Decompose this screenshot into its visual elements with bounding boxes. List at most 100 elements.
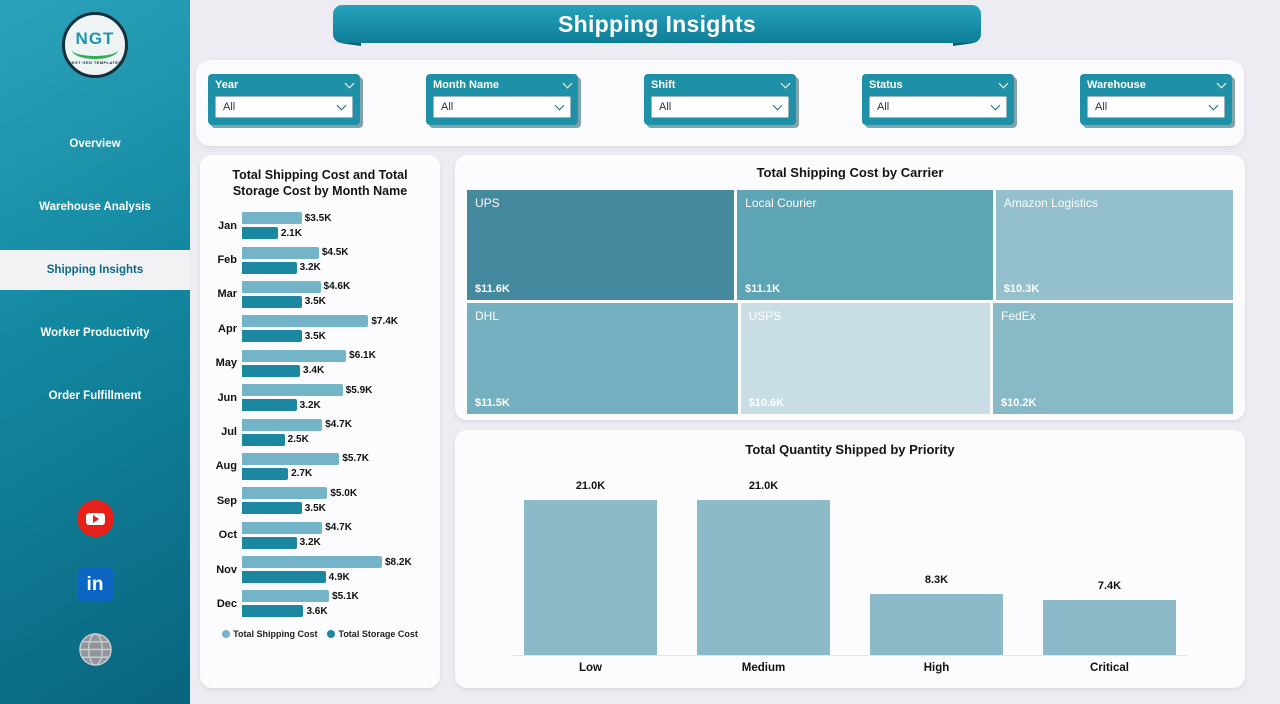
- shipping-cost-bar[interactable]: [242, 384, 343, 397]
- shipping-cost-value: $4.6K: [323, 281, 351, 293]
- carrier-name: USPS: [748, 309, 782, 324]
- carrier-value: $10.3K: [1003, 283, 1040, 296]
- chevron-down-icon: [336, 100, 347, 111]
- filter-status-select[interactable]: All: [869, 96, 1007, 118]
- legend-label-storage: Total Storage Cost: [338, 629, 418, 640]
- storage-cost-value: 3.5K: [304, 330, 326, 342]
- priority-bar[interactable]: [524, 499, 657, 655]
- filter-month-name-select[interactable]: All: [433, 96, 571, 118]
- storage-cost-bar[interactable]: [242, 227, 278, 240]
- storage-cost-bar[interactable]: [242, 433, 285, 446]
- chevron-down-icon: [1208, 100, 1219, 111]
- storage-cost-bar[interactable]: [242, 399, 297, 412]
- storage-cost-bar[interactable]: [242, 571, 326, 584]
- month-label: Dec: [216, 597, 237, 610]
- shipping-cost-bar[interactable]: [242, 590, 330, 603]
- priority-category-high: High: [923, 661, 950, 674]
- sidebar-item-overview[interactable]: Overview: [0, 124, 190, 164]
- filter-shift: Shift All: [644, 74, 796, 125]
- chevron-down-icon: [1216, 78, 1227, 89]
- priority-bar[interactable]: [697, 499, 830, 655]
- treemap-cell-amazon-logistics[interactable]: Amazon Logistics $10.3K: [995, 189, 1234, 301]
- legend-item-storage[interactable]: Total Storage Cost: [327, 629, 418, 640]
- shipping-cost-value: $4.7K: [325, 419, 352, 431]
- month-label: Mar: [217, 288, 237, 301]
- month-row-sep: Sep $5.0K 3.5K: [210, 484, 430, 518]
- shipping-cost-bar[interactable]: [242, 349, 347, 362]
- treemap-cell-dhl[interactable]: DHL $11.5K: [467, 303, 738, 414]
- website-globe-icon[interactable]: [78, 632, 113, 667]
- storage-cost-bar[interactable]: [242, 330, 302, 343]
- chevron-down-icon: [780, 78, 791, 89]
- treemap-cell-local-courier[interactable]: Local Courier $11.1K: [737, 189, 993, 301]
- priority-column-high: 8.3K: [870, 574, 1003, 655]
- filter-month-name-header[interactable]: Month Name: [433, 78, 573, 91]
- storage-cost-bar[interactable]: [242, 364, 301, 377]
- filter-value: All: [659, 101, 672, 113]
- treemap-cell-ups[interactable]: UPS $11.6K: [467, 189, 735, 301]
- filter-year-select[interactable]: All: [215, 96, 353, 118]
- month-label: Aug: [215, 460, 237, 473]
- shipping-cost-bar[interactable]: [242, 246, 319, 259]
- sidebar-nav: Overview Warehouse Analysis Shipping Insig…: [0, 124, 190, 439]
- shipping-cost-bar[interactable]: [242, 487, 328, 500]
- storage-cost-bar[interactable]: [242, 502, 302, 515]
- month-bars: $4.7K 3.2K: [242, 520, 430, 550]
- month-bars: $6.1K 3.4K: [242, 348, 430, 378]
- priority-category-medium: Medium: [741, 661, 786, 674]
- month-bars: $5.7K 2.7K: [242, 451, 430, 481]
- filter-warehouse-header[interactable]: Warehouse: [1087, 78, 1227, 91]
- storage-cost-bar[interactable]: [242, 261, 297, 274]
- sidebar-item-label: Shipping Insights: [46, 264, 144, 276]
- filter-shift-select[interactable]: All: [651, 96, 789, 118]
- filter-status-header[interactable]: Status: [869, 78, 1009, 91]
- sidebar-item-worker-productivity[interactable]: Worker Productivity: [0, 313, 190, 353]
- storage-cost-bar[interactable]: [242, 536, 297, 549]
- filter-label: Shift: [651, 79, 676, 91]
- sidebar-item-order-fulfillment[interactable]: Order Fulfillment: [0, 376, 190, 416]
- storage-cost-value: 2.7K: [291, 468, 313, 480]
- storage-cost-value: 3.2K: [299, 399, 321, 411]
- filter-shift-header[interactable]: Shift: [651, 78, 791, 91]
- filter-label: Warehouse: [1087, 79, 1146, 91]
- priority-bar[interactable]: [1043, 600, 1176, 655]
- month-bars: $5.9K 3.2K: [242, 383, 430, 413]
- shipping-cost-bar[interactable]: [242, 212, 302, 225]
- storage-cost-bar[interactable]: [242, 467, 289, 480]
- treemap-cell-usps[interactable]: USPS $10.6K: [740, 303, 990, 414]
- month-label: Feb: [217, 254, 237, 267]
- filter-label: Month Name: [433, 79, 499, 91]
- sidebar-item-shipping-insights[interactable]: Shipping Insights: [0, 250, 190, 290]
- shipping-cost-bar[interactable]: [242, 280, 321, 293]
- storage-cost-bar[interactable]: [242, 295, 302, 308]
- treemap-row-0: UPS $11.6K Local Courier $11.1K Amazon Logis…: [467, 189, 1234, 301]
- filter-warehouse-select[interactable]: All: [1087, 96, 1225, 118]
- youtube-icon[interactable]: [76, 500, 114, 537]
- shipping-cost-bar[interactable]: [242, 452, 340, 465]
- month-bars: $4.5K 3.2K: [242, 245, 430, 275]
- shipping-cost-bar[interactable]: [242, 315, 369, 328]
- legend-label-shipping: Total Shipping Cost: [233, 629, 318, 640]
- priority-category-critical: Critical: [1090, 661, 1129, 674]
- filter-warehouse: Warehouse All: [1080, 74, 1232, 125]
- storage-cost-bar[interactable]: [242, 605, 304, 618]
- chevron-down-icon: [772, 100, 783, 111]
- filter-year-header[interactable]: Year: [215, 78, 355, 91]
- linkedin-icon[interactable]: in: [77, 567, 113, 602]
- chevron-down-icon: [990, 100, 1001, 111]
- shipping-cost-value: $4.5K: [321, 247, 349, 259]
- priority-bar[interactable]: [870, 593, 1003, 655]
- month-label: Jul: [221, 426, 237, 439]
- page-header: Shipping Insights: [333, 5, 981, 43]
- shipping-cost-bar[interactable]: [242, 556, 382, 569]
- sidebar-item-warehouse-analysis[interactable]: Warehouse Analysis: [0, 187, 190, 227]
- sidebar-item-label: Order Fulfillment: [48, 390, 142, 402]
- shipping-cost-bar[interactable]: [242, 418, 323, 431]
- legend-item-shipping[interactable]: Total Shipping Cost: [222, 629, 317, 639]
- priority-value-label: 8.3K: [924, 573, 949, 586]
- shipping-cost-bar[interactable]: [242, 521, 323, 534]
- storage-cost-value: 3.4K: [303, 365, 325, 377]
- month-label: Sep: [216, 494, 237, 507]
- treemap-cell-fedex[interactable]: FedEx $10.2K: [993, 303, 1233, 414]
- treemap-row-1: DHL $11.5K USPS $10.6K FedEx $10.2K: [467, 303, 1233, 414]
